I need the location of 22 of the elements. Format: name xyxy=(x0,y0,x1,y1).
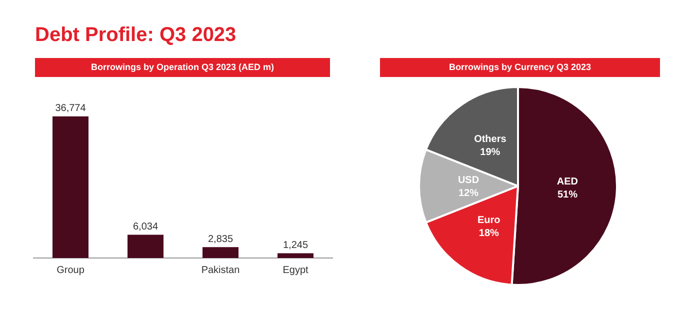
slice-label: Others xyxy=(474,134,507,145)
slice-label: AED xyxy=(556,176,578,188)
data-label: 6,034 xyxy=(132,222,158,233)
slice-label: Euro xyxy=(478,214,500,226)
data-label: 18% xyxy=(478,228,500,239)
slice-label: USD xyxy=(458,174,480,186)
data-label: 1,245 xyxy=(282,240,308,251)
x-tick-label: Egypt xyxy=(282,264,309,276)
data-label: 19% xyxy=(480,146,500,158)
data-label: 51% xyxy=(557,189,578,200)
x-tick-label: Pakistan xyxy=(201,264,240,276)
x-tick-label: Group xyxy=(56,264,85,276)
data-label: 2,835 xyxy=(208,234,234,245)
chart-title: Borrowings by Currency Q3 2023 xyxy=(380,58,660,77)
data-label: 12% xyxy=(458,188,479,199)
bar xyxy=(128,234,164,258)
chart-subtitle: Borrowings by Operation Q3 2023 (AED m) xyxy=(35,58,330,77)
bar xyxy=(52,116,88,258)
bar xyxy=(202,247,238,258)
data-label: 36,774 xyxy=(55,103,86,114)
bar xyxy=(278,253,314,258)
chart-title: Debt Profile: Q3 2023 xyxy=(35,24,236,47)
